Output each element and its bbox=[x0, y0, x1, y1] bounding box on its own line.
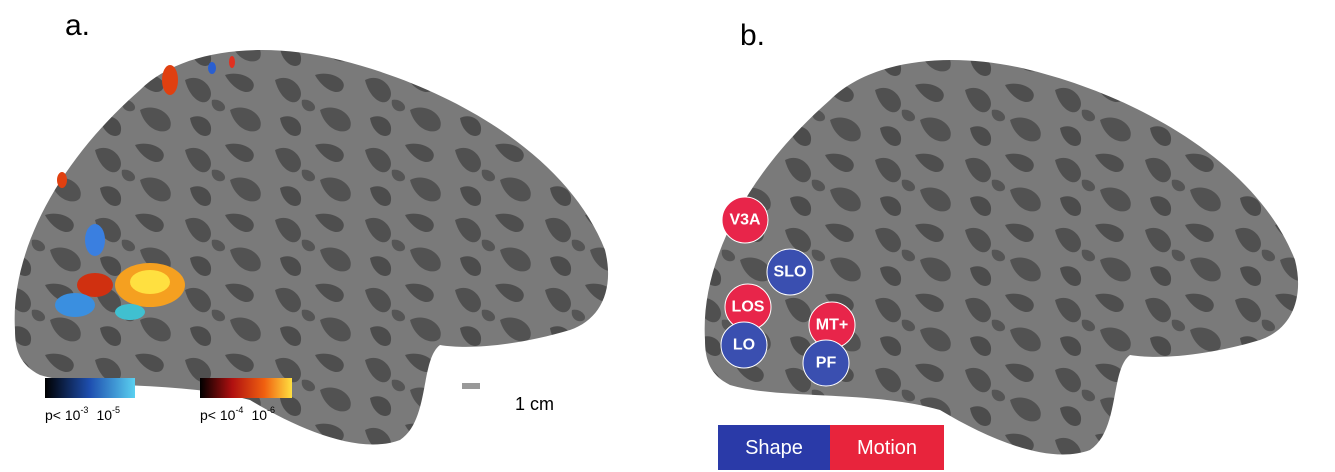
region-marker bbox=[766, 248, 814, 296]
region-label: PF bbox=[816, 355, 837, 372]
region-marker bbox=[721, 196, 769, 244]
region-markers: V3A SLO LOS MT+ LO PF bbox=[720, 196, 856, 387]
region-marker bbox=[802, 339, 850, 387]
region-label: SLO bbox=[774, 264, 807, 281]
region-label: MT+ bbox=[816, 317, 848, 334]
scale-label: 1 cm bbox=[515, 394, 554, 414]
key-label: Motion bbox=[857, 437, 917, 459]
region-marker bbox=[720, 321, 768, 369]
region-label: LO bbox=[733, 337, 755, 354]
scale-bar bbox=[462, 383, 480, 389]
panel-label: a. bbox=[65, 9, 90, 42]
legend-text: p< 10-4 10-6 bbox=[200, 405, 275, 423]
panel-b: b. V3A SLO LOS MT+ LO PF Shape Motion bbox=[704, 19, 1299, 470]
legend-text: p< 10-3 10-5 bbox=[45, 405, 120, 423]
activations bbox=[55, 56, 235, 320]
key-motion bbox=[830, 425, 944, 470]
key-shape bbox=[718, 425, 830, 470]
panel-a: a. p< 10-3 10-5 p< 10-4 10-6 1 cm bbox=[14, 9, 609, 445]
region-label: V3A bbox=[729, 212, 761, 229]
region-label: LOS bbox=[732, 299, 765, 316]
colorbar-hot bbox=[200, 378, 292, 398]
panel-label: b. bbox=[740, 19, 765, 52]
colorbar-blue bbox=[45, 378, 135, 398]
key-label: Shape bbox=[745, 437, 803, 459]
